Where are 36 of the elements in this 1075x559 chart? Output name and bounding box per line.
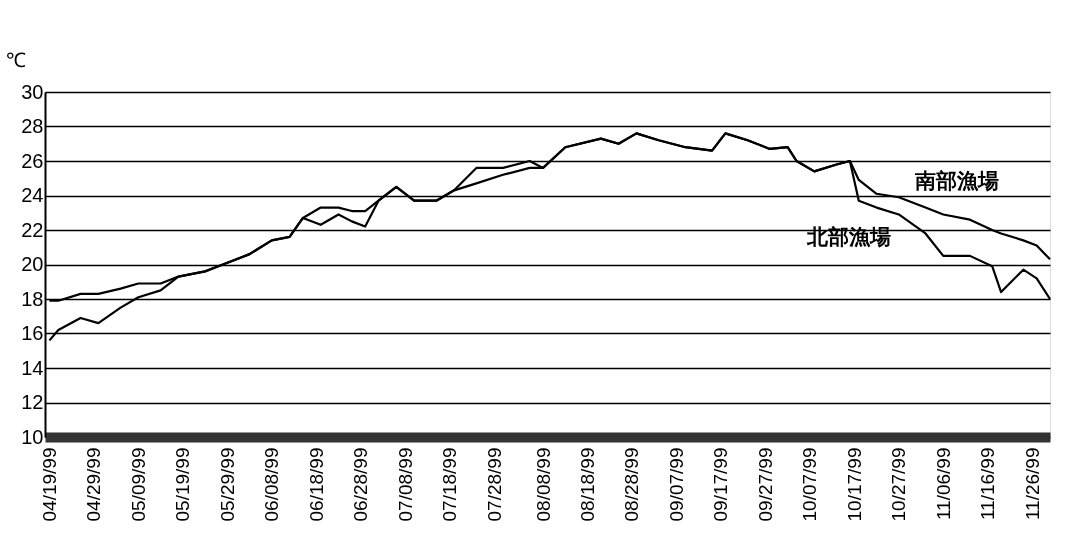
x-tick-label: 06/08/99 bbox=[261, 447, 283, 522]
y-tick-label: 26 bbox=[21, 149, 44, 172]
x-tick-label: 04/19/99 bbox=[38, 447, 60, 522]
x-tick-label: 11/06/99 bbox=[932, 447, 954, 521]
x-tick-label: 09/27/99 bbox=[754, 447, 776, 522]
y-axis-title: ℃ bbox=[5, 48, 26, 71]
y-tick-label: 10 bbox=[21, 425, 44, 448]
y-tick-label: 28 bbox=[21, 115, 44, 137]
y-tick-label: 22 bbox=[21, 218, 44, 241]
x-tick-label: 04/29/99 bbox=[83, 447, 105, 522]
x-tick-label: 08/18/99 bbox=[577, 447, 599, 522]
x-tick-label: 10/27/99 bbox=[888, 447, 910, 522]
y-tick-label: 18 bbox=[21, 287, 44, 310]
y-tick-label: 12 bbox=[21, 391, 44, 413]
x-tick-label: 05/09/99 bbox=[127, 447, 149, 522]
y-tick-label: 16 bbox=[21, 322, 44, 344]
y-tick-label: 30 bbox=[21, 80, 44, 103]
x-tick-label: 07/28/99 bbox=[483, 447, 505, 522]
y-tick-label: 14 bbox=[21, 356, 44, 379]
x-tick-label: 08/08/99 bbox=[532, 447, 554, 522]
x-tick-label: 07/18/99 bbox=[439, 447, 461, 522]
series-label: 南部漁場 bbox=[914, 169, 999, 193]
x-tick-label: 10/17/99 bbox=[843, 447, 865, 522]
x-tick-label: 11/26/99 bbox=[1021, 447, 1043, 521]
x-tick-label: 09/07/99 bbox=[665, 447, 687, 522]
x-tick-label: 07/08/99 bbox=[394, 447, 416, 522]
x-tick-label: 05/19/99 bbox=[172, 447, 194, 522]
y-tick-label: 20 bbox=[21, 253, 44, 275]
x-tick-label: 10/07/99 bbox=[799, 447, 821, 522]
x-tick-label: 11/16/99 bbox=[977, 447, 999, 521]
x-tick-label: 05/29/99 bbox=[216, 447, 238, 522]
x-tick-label: 08/28/99 bbox=[621, 447, 643, 522]
x-tick-label: 06/28/99 bbox=[350, 447, 372, 522]
y-tick-label: 24 bbox=[21, 184, 44, 206]
x-tick-label: 06/18/99 bbox=[305, 447, 327, 522]
x-tick-label: 09/17/99 bbox=[710, 447, 732, 522]
